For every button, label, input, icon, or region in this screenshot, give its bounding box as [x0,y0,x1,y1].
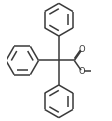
Text: O: O [79,67,85,76]
Text: O: O [79,45,85,54]
